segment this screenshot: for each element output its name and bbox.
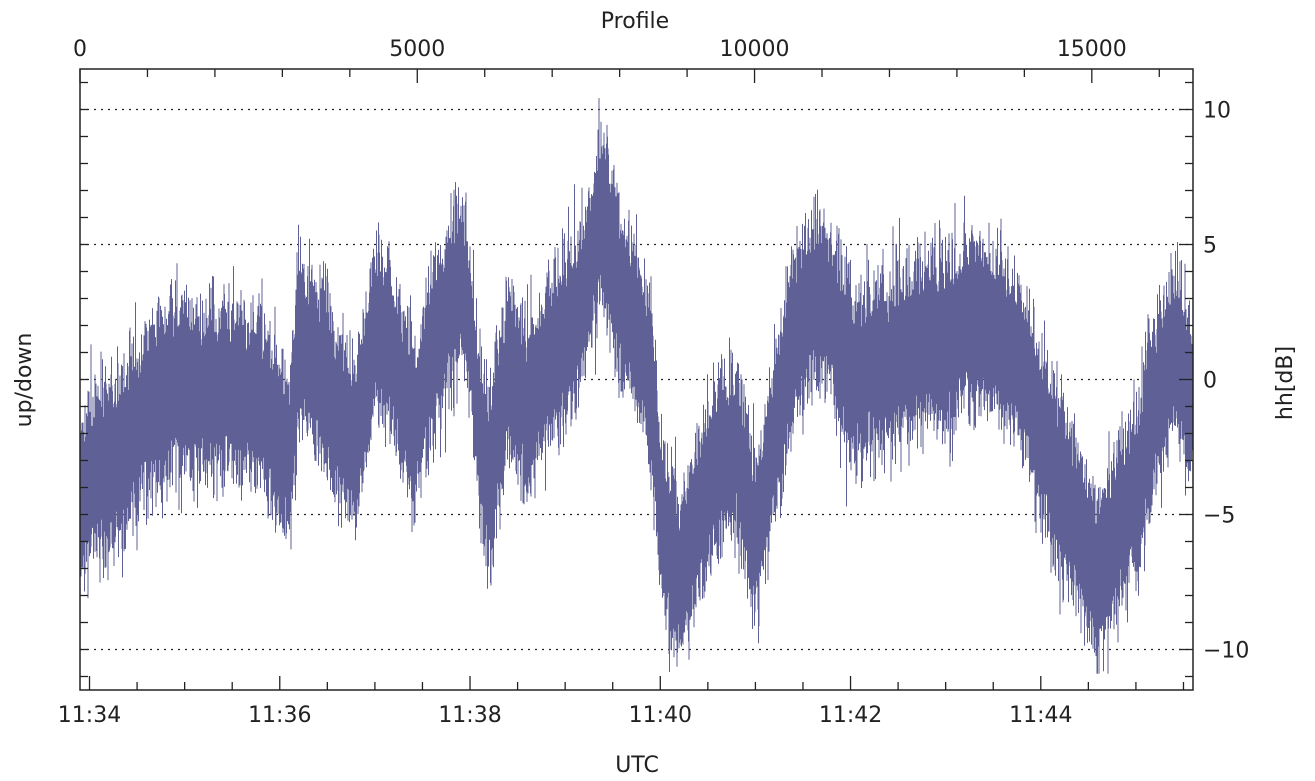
axis-labels: 11:34 11:36 11:38 11:40 11:42 11:44 0 5000 10000… [58,37,1250,728]
y2-tick-label: 5 [1203,234,1217,259]
y-axis-title: up/down [12,333,37,428]
axis-ticks [79,69,1193,690]
x-tick-label: 11:40 [629,703,692,728]
top-axis-title: Profile [601,9,669,34]
series-layer [80,98,1193,674]
y2-tick-label: −5 [1203,504,1235,529]
x-tick-label: 11:44 [1009,703,1072,728]
series-line [80,98,1193,674]
right-axis-title: hh[dB] [1273,346,1298,420]
x2-tick-label: 5000 [389,37,445,62]
y2-tick-label: 0 [1203,369,1217,394]
y2-tick-label: 10 [1203,99,1231,124]
x-tick-label: 11:42 [819,703,882,728]
y2-tick-label: −10 [1203,639,1249,664]
x-tick-label: 11:36 [248,703,311,728]
x2-tick-label: 10000 [720,37,790,62]
x-tick-label: 11:34 [58,703,121,728]
x-axis-title: UTC [615,753,659,778]
x2-tick-label: 0 [73,37,87,62]
x2-tick-label: 15000 [1057,37,1127,62]
x-tick-label: 11:38 [438,703,501,728]
